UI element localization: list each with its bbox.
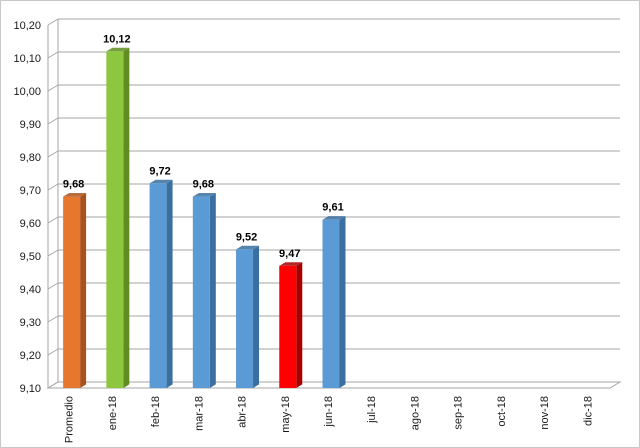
data-label: 9,52 [236, 231, 257, 243]
x-tick-label: Promedio [64, 396, 76, 443]
data-label: 9,72 [149, 165, 170, 177]
bar-side [209, 193, 216, 388]
bar-side [296, 262, 303, 388]
data-label: 9,68 [63, 179, 84, 191]
y-tick-label: 9,60 [20, 218, 41, 230]
gridline-depth [47, 150, 59, 158]
x-tick-label: ago-18 [409, 396, 421, 430]
x-tick-label: oct-18 [496, 396, 508, 427]
bar-side [253, 245, 260, 388]
bar-top [279, 262, 303, 266]
bar[interactable] [236, 249, 254, 388]
x-tick-label: nov-18 [539, 396, 551, 430]
gridline-depth [47, 249, 59, 257]
gridline-depth [47, 348, 59, 356]
bar-side [166, 179, 173, 388]
bar-top [236, 245, 260, 250]
y-tick-label: 10,00 [13, 86, 41, 98]
data-label: 10,12 [103, 33, 131, 45]
bar[interactable] [149, 183, 167, 388]
x-tick-label: jul-18 [366, 396, 378, 424]
bar-top [192, 193, 216, 197]
x-tick-label: jun-18 [323, 396, 335, 428]
bar[interactable] [322, 219, 340, 388]
x-tick-label: mar-18 [193, 396, 205, 431]
y-tick-label: 9,80 [20, 152, 41, 164]
bar-top [322, 216, 346, 220]
gridline-depth [47, 216, 59, 224]
chart-floor [46, 381, 622, 389]
bar-top [106, 47, 130, 52]
gridline-depth [47, 51, 59, 59]
data-label: 9,68 [193, 179, 214, 191]
x-tick-label: feb-18 [150, 396, 162, 427]
y-tick-label: 9,50 [20, 251, 41, 263]
y-tick-label: 9,10 [20, 383, 41, 395]
bar[interactable] [106, 51, 124, 389]
bar[interactable] [192, 196, 210, 388]
bar[interactable] [279, 265, 297, 388]
bar-side [80, 193, 87, 388]
gridline-depth [47, 117, 59, 125]
y-tick-label: 10,10 [13, 53, 41, 65]
data-label: 9,61 [322, 202, 343, 214]
gridline-depth [47, 282, 59, 290]
y-tick-label: 9,70 [20, 185, 41, 197]
gridline-depth [47, 84, 59, 92]
bar-top [63, 193, 87, 197]
bar-top [149, 179, 173, 184]
bar-side [123, 47, 130, 389]
y-tick-label: 9,30 [20, 317, 41, 329]
gridline-depth [47, 315, 59, 323]
bar-side [339, 216, 346, 388]
gridline-depth [47, 183, 59, 191]
y-tick-label: 9,90 [20, 119, 41, 131]
data-label: 9,47 [279, 248, 300, 260]
x-tick-label: may-18 [280, 396, 292, 433]
y-tick-label: 9,20 [20, 350, 41, 362]
x-tick-label: dic-18 [582, 396, 594, 426]
bar[interactable] [63, 196, 81, 388]
x-tick-label: abr-18 [237, 396, 249, 428]
x-tick-label: ene-18 [107, 396, 119, 430]
y-tick-label: 9,40 [20, 284, 41, 296]
gridline-depth [47, 18, 59, 26]
y-tick-label: 10,20 [13, 20, 41, 32]
x-tick-label: sep-18 [453, 396, 465, 430]
